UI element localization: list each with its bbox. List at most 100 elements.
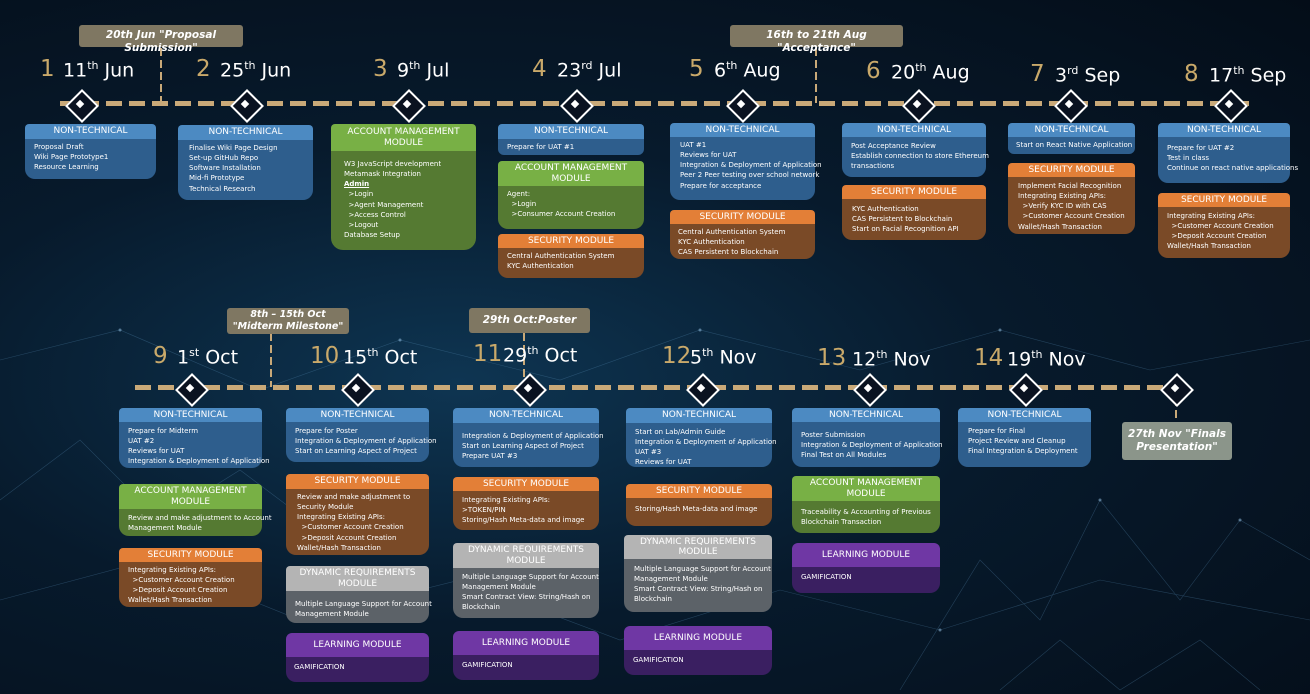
milestone-date: 19th Nov — [1007, 348, 1086, 371]
milestone-number: 13 — [817, 345, 847, 371]
card-body: Review and make adjustment to Account Ma… — [119, 509, 272, 536]
milestone-date: 1st Oct — [177, 346, 239, 369]
milestone-number: 8 — [1184, 61, 1199, 87]
card-heading: DYNAMIC REQUIREMENTS MODULE — [453, 543, 599, 568]
card-heading: NON-TECHNICAL — [670, 123, 815, 137]
card-heading: SECURITY MODULE — [842, 185, 986, 199]
card-heading: SECURITY MODULE — [286, 474, 429, 489]
milestone-date: 29th Oct — [503, 344, 578, 367]
card-body: KYC Authentication CAS Persistent to Blo… — [842, 199, 986, 240]
milestone-marker[interactable] — [232, 91, 258, 117]
card-heading: LEARNING MODULE — [624, 626, 772, 650]
milestone-marker[interactable] — [904, 91, 930, 117]
timeline-top — [60, 101, 1255, 106]
milestone-date: 17th Sep — [1209, 64, 1287, 87]
card-body: Multiple Language Support for Account Ma… — [624, 559, 772, 612]
milestone-marker[interactable] — [394, 91, 420, 117]
milestone-date: 11th Jun — [63, 59, 135, 82]
card-body: Prepare for UAT #1 — [498, 139, 644, 155]
milestone-date: 5th Nov — [690, 346, 757, 369]
milestone-marker[interactable] — [67, 91, 93, 117]
milestone-date: 12th Nov — [852, 348, 931, 371]
card-heading: SECURITY MODULE — [453, 477, 599, 491]
card-heading: NON-TECHNICAL — [1158, 123, 1290, 137]
milestone-date: 3rd Sep — [1055, 64, 1121, 87]
card-body: Finalise Wiki Page Design Set-up GitHub … — [178, 140, 313, 200]
card-body: Integrating Existing APIs: >Customer Acc… — [1158, 207, 1290, 258]
milestone-marker[interactable] — [562, 91, 588, 117]
card-heading: SECURITY MODULE — [119, 548, 262, 562]
card-heading: LEARNING MODULE — [286, 633, 429, 657]
card-body: GAMIFICATION — [286, 657, 429, 682]
card-body: Review and make adjustment to Security M… — [286, 489, 429, 555]
milestone-marker[interactable] — [728, 91, 754, 117]
annotation-proposal: 20th Jun "Proposal Submission" — [79, 25, 243, 54]
annotation-poster: 29th Oct:Poster — [469, 308, 590, 333]
milestone-number: 12 — [662, 343, 692, 369]
milestone-number: 2 — [196, 56, 211, 82]
milestone-number: 11 — [473, 341, 503, 367]
card-heading: NON-TECHNICAL — [453, 408, 599, 423]
card-heading: NON-TECHNICAL — [958, 408, 1091, 422]
card-body: Poster Submission Integration & Deployme… — [792, 422, 943, 467]
card-body: Multiple Language Support for Account Ma… — [286, 591, 432, 623]
card-body: Storing/Hash Meta-data and image — [626, 498, 772, 526]
connector-proposal — [160, 48, 162, 103]
card-body: Start on Lab/Admin Guide Integration & D… — [626, 423, 777, 467]
card-body: Agent: >Login >Consumer Account Creation — [498, 186, 644, 229]
milestone-number: 4 — [532, 56, 547, 82]
card-heading: NON-TECHNICAL — [842, 123, 986, 137]
milestone-number: 7 — [1030, 61, 1045, 87]
card-body: Proposal Draft Wiki Page Prototype1 Reso… — [25, 139, 156, 179]
card-heading: NON-TECHNICAL — [119, 408, 262, 422]
milestone-marker[interactable] — [343, 375, 369, 401]
milestone-date: 15th Oct — [343, 346, 418, 369]
card-heading: SECURITY MODULE — [626, 484, 772, 498]
card-heading: SECURITY MODULE — [1158, 193, 1290, 207]
card-heading: DYNAMIC REQUIREMENTS MODULE — [624, 535, 772, 559]
card-heading: DYNAMIC REQUIREMENTS MODULE — [286, 566, 429, 591]
card-heading: NON-TECHNICAL — [498, 124, 644, 139]
milestone-marker[interactable] — [1011, 375, 1037, 401]
card-body: GAMIFICATION — [624, 650, 772, 675]
milestone-marker[interactable] — [688, 375, 714, 401]
card-heading: ACCOUNT MANAGEMENT MODULE — [119, 484, 262, 509]
card-heading: ACCOUNT MANAGEMENT MODULE — [498, 161, 644, 186]
card-body: Prepare for UAT #2 Test in class Continu… — [1158, 137, 1298, 183]
card-heading: NON-TECHNICAL — [792, 408, 940, 422]
annotation-midterm: 8th – 15th Oct "Midterm Milestone" — [227, 308, 349, 334]
milestone-marker[interactable] — [1216, 91, 1242, 117]
card-heading: LEARNING MODULE — [453, 631, 599, 655]
milestone-marker[interactable] — [177, 375, 203, 401]
card-body: Central Authentication System KYC Authen… — [670, 224, 815, 259]
card-heading: ACCOUNT MANAGEMENT MODULE — [792, 476, 940, 501]
milestone-date: 25th Jun — [220, 59, 292, 82]
milestone-marker[interactable] — [1056, 91, 1082, 117]
milestone-number: 9 — [153, 343, 168, 369]
card-heading: LEARNING MODULE — [792, 543, 940, 567]
annotation-acceptance: 16th to 21th Aug "Acceptance" — [730, 25, 903, 54]
card-heading: NON-TECHNICAL — [286, 408, 429, 422]
milestone-number: 10 — [310, 343, 340, 369]
milestone-marker-finals[interactable] — [1162, 375, 1188, 401]
milestone-number: 14 — [974, 345, 1004, 371]
card-body: GAMIFICATION — [792, 567, 940, 593]
milestone-number: 5 — [689, 56, 704, 82]
card-body: Integrating Existing APIs: >Customer Acc… — [119, 562, 262, 607]
timeline-bottom — [135, 385, 1185, 390]
milestone-marker[interactable] — [855, 375, 881, 401]
connector-acceptance — [815, 48, 817, 103]
card-body: Prepare for Final Project Review and Cle… — [958, 422, 1091, 467]
card-body: Start on React Native Application — [1008, 137, 1135, 154]
card-body: W3 JavaScript development Metamask Integ… — [331, 151, 476, 250]
milestone-marker[interactable] — [515, 375, 541, 401]
card-body: Prepare for Midterm UAT #2 Reviews for U… — [119, 422, 270, 468]
card-body: Integration & Deployment of Application … — [453, 423, 604, 467]
card-body: Central Authentication System KYC Authen… — [498, 248, 644, 278]
annotation-finals: 27th Nov "Finals Presentation" — [1122, 422, 1232, 460]
card-heading: SECURITY MODULE — [498, 234, 644, 248]
card-body: Prepare for Poster Integration & Deploym… — [286, 422, 437, 462]
card-body: Implement Facial Recognition Integrating… — [1008, 177, 1135, 234]
milestone-date: 9th Jul — [397, 59, 450, 82]
card-heading: NON-TECHNICAL — [178, 125, 313, 140]
